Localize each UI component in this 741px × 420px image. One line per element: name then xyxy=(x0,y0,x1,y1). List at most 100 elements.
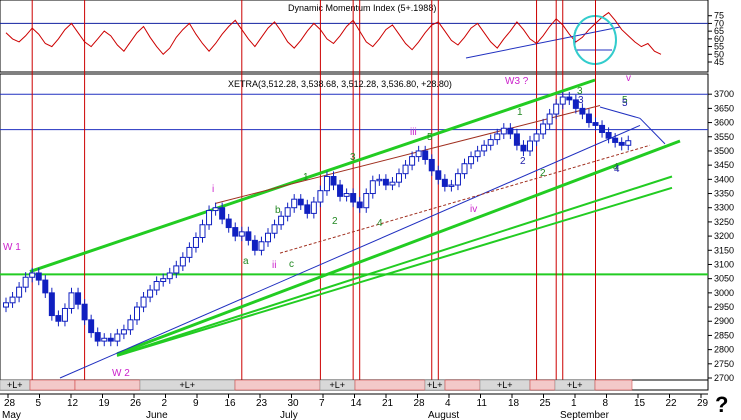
corner-question-mark: ? xyxy=(715,392,729,417)
band-marker-label: +L+ xyxy=(497,380,513,390)
candle-body xyxy=(68,292,75,309)
wave-label: 1 xyxy=(517,107,523,118)
price-tick-label: 3050 xyxy=(714,274,734,284)
indicator-tick-label: 60 xyxy=(714,34,724,44)
x-tick-label: 16 xyxy=(225,398,237,409)
month-label: May xyxy=(2,410,21,420)
candle-body xyxy=(291,198,298,209)
wave-label: 3 xyxy=(350,152,356,163)
wave-label: iii xyxy=(410,127,417,138)
x-tick-label: 21 xyxy=(382,398,394,409)
band-hatched-segment xyxy=(594,379,633,391)
candle-body xyxy=(415,150,422,158)
candle-body xyxy=(9,296,16,304)
x-tick-label: 2 xyxy=(162,398,168,409)
candle-body xyxy=(29,272,36,278)
candle-body xyxy=(192,237,199,248)
price-tick-label: 2800 xyxy=(714,345,734,355)
indicator-tick-label: 75 xyxy=(714,11,724,21)
price-tick-label: 3150 xyxy=(714,245,734,255)
band-marker-label: +L+ xyxy=(330,380,346,390)
x-tick-label: 19 xyxy=(99,398,111,409)
candle-body xyxy=(140,296,147,308)
candle-body xyxy=(448,184,455,187)
price-tick-label: 3250 xyxy=(714,217,734,227)
candle-body xyxy=(337,184,344,197)
x-tick-label: 28 xyxy=(4,398,16,409)
x-tick-label: 15 xyxy=(634,398,646,409)
x-tick-label: 9 xyxy=(193,398,199,409)
x-tick-label: 28 xyxy=(414,398,426,409)
candle-body xyxy=(22,276,29,288)
band-hatched-segment xyxy=(234,379,321,391)
indicator-panel xyxy=(0,0,709,73)
candle-body xyxy=(454,173,461,186)
band-hatched-segment xyxy=(74,379,141,391)
price-tick-label: 3400 xyxy=(714,174,734,184)
price-tick-label: 3100 xyxy=(714,259,734,269)
month-label: August xyxy=(428,410,459,420)
candle-body xyxy=(330,175,337,186)
x-tick-label: 25 xyxy=(540,398,552,409)
x-tick-label: 8 xyxy=(603,398,609,409)
wave-label: 3 xyxy=(578,95,584,106)
band-hatched-segment xyxy=(529,379,556,391)
price-tick-label: 3700 xyxy=(714,89,734,99)
horizontal-levels xyxy=(0,93,708,276)
price-tick-label: 2850 xyxy=(714,330,734,340)
candle-body xyxy=(127,319,134,331)
wave-label: 1 xyxy=(303,172,309,183)
wave-label: a xyxy=(243,256,249,267)
candle-body xyxy=(396,173,402,183)
candle-body xyxy=(540,123,547,135)
price-tick-label: 3450 xyxy=(714,160,734,170)
band-hatched-segment xyxy=(444,379,481,391)
candle-body xyxy=(559,96,566,105)
price-tick-label: 3650 xyxy=(714,103,734,113)
lower-channel-line-2 xyxy=(116,175,673,357)
wave-label: 5 xyxy=(622,98,628,109)
candle-body xyxy=(88,319,95,334)
candle-body xyxy=(75,292,82,305)
candle-body xyxy=(3,302,9,308)
wave-label: ii xyxy=(272,260,276,271)
indicator-tick-label: 65 xyxy=(714,26,724,36)
band-hatched-segment xyxy=(29,379,76,391)
price-tick-label: 2750 xyxy=(714,359,734,369)
candle-body xyxy=(527,140,533,152)
candle-body xyxy=(258,241,265,251)
brown-lower-line xyxy=(279,144,651,254)
price-tick-label: 3550 xyxy=(714,132,734,142)
month-label: June xyxy=(146,410,168,420)
candle-body xyxy=(219,207,226,220)
indicator-trendline xyxy=(465,26,621,59)
wave-label: 1 xyxy=(515,136,521,147)
candle-body xyxy=(402,164,409,175)
price-tick-label: 2950 xyxy=(714,302,734,312)
indicator-series xyxy=(5,11,662,56)
candle-body xyxy=(166,272,173,280)
x-tick-label: 29 xyxy=(697,398,709,409)
candle-body xyxy=(356,201,363,209)
candle-body xyxy=(232,227,239,237)
x-tick-label: 12 xyxy=(67,398,79,409)
candlesticks xyxy=(3,91,632,347)
candle-body xyxy=(546,113,553,125)
candle-body xyxy=(42,279,49,294)
wave-label: c xyxy=(289,259,294,270)
candle-body xyxy=(441,178,448,187)
candle-body xyxy=(284,207,291,217)
candle-body xyxy=(94,332,101,342)
candle-body xyxy=(363,193,370,209)
candle-body xyxy=(238,231,245,237)
lower-channel-line-3 xyxy=(116,186,673,357)
band-marker-label: +L+ xyxy=(7,380,23,390)
x-axis: 28 5 12 19 26 2 9 16 23 30 7 14 21 28 4 11 18 25 1 8 15 22 29M… xyxy=(0,393,709,420)
band-hatched-segment xyxy=(354,379,426,391)
wave-label: 5 xyxy=(427,132,433,143)
candle-body xyxy=(585,113,592,124)
price-tick-label: 3350 xyxy=(714,189,734,199)
